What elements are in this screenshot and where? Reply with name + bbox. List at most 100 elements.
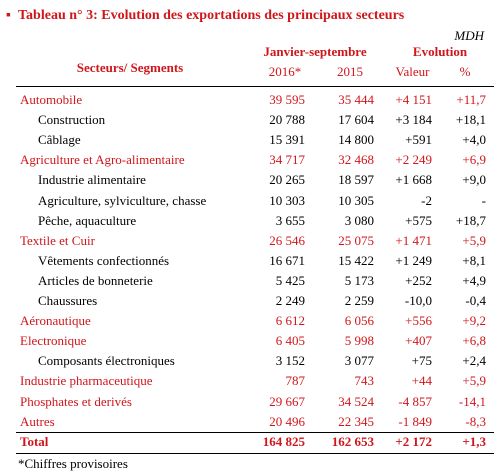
cell-value: 743	[354, 373, 375, 389]
col-pct: %	[459, 64, 471, 79]
cell-value: -	[481, 192, 486, 208]
segment-name: Industrie alimentaire	[38, 172, 146, 188]
sector-name: Industrie pharmaceutique	[20, 373, 153, 389]
cell-value: 2 249	[275, 293, 305, 308]
cell-value: -4 857	[398, 393, 432, 409]
sector-name: Textile et Cuir	[20, 232, 95, 248]
cell-value: -8,3	[465, 413, 486, 429]
cell-value: +2 172	[395, 433, 432, 449]
cell-value: 3 152	[275, 353, 305, 369]
col-sector: Secteurs/ Segments	[76, 60, 184, 75]
col-evolution: Evolution	[412, 44, 468, 59]
sector-name: Automobile	[20, 92, 83, 107]
cell-value: +556	[405, 313, 432, 329]
cell-value: 6 612	[275, 313, 305, 329]
cell-value: 15 422	[338, 252, 374, 268]
cell-value: 164 825	[262, 433, 305, 449]
cell-value: 3 080	[344, 212, 374, 228]
bottom-rule	[16, 453, 494, 454]
cell-value: +1 249	[395, 252, 432, 268]
cell-value: 39 595	[269, 92, 305, 107]
footnote: *Chiffres provisoires	[18, 456, 128, 471]
cell-value: -0,4	[465, 293, 486, 308]
segment-name: Composants électroniques	[38, 353, 175, 369]
title-bullet: ▪	[6, 8, 11, 23]
cell-value: 34 717	[269, 152, 305, 168]
cell-value: 14 800	[338, 132, 374, 148]
cell-value: 10 305	[338, 192, 374, 208]
cell-value: +4,9	[462, 272, 486, 288]
cell-value: 2 259	[344, 293, 374, 308]
header-rule	[16, 86, 494, 87]
cell-value: 20 788	[269, 112, 305, 128]
cell-value: 34 524	[338, 393, 374, 409]
segment-name: Vêtements confectionnés	[38, 252, 170, 268]
sector-name: Phosphates et derivés	[20, 393, 132, 409]
cell-value: 5 425	[275, 272, 305, 288]
segment-name: Construction	[38, 112, 106, 128]
cell-value: -10,0	[404, 293, 432, 308]
cell-value: 6 405	[275, 333, 305, 349]
segment-name: Pêche, aquaculture	[38, 212, 137, 228]
cell-value: +5,9	[462, 232, 486, 248]
cell-value: 17 604	[338, 112, 374, 128]
title: Tableau n° 3: Evolution des exportations…	[18, 8, 405, 23]
sector-name: Autres	[20, 413, 55, 429]
cell-value: +18,7	[455, 212, 486, 228]
cell-value: +6,9	[462, 152, 486, 168]
cell-value: 5 173	[344, 272, 374, 288]
cell-value: 162 653	[331, 433, 374, 449]
unit: MDH	[454, 28, 484, 43]
cell-value: 20 265	[269, 172, 305, 188]
cell-value: 18 597	[338, 172, 374, 188]
segment-name: Agriculture, sylviculture, chasse	[38, 192, 207, 208]
cell-value: +5,9	[462, 373, 486, 389]
cell-value: +252	[405, 272, 432, 288]
segment-name: Articles de bonneterie	[38, 272, 153, 288]
cell-value: +18,1	[455, 112, 486, 128]
cell-value: +2,4	[462, 353, 486, 369]
cell-value: +9,2	[462, 313, 486, 329]
segment-name: Câblage	[38, 132, 81, 148]
sector-name: Aéronautique	[20, 313, 91, 329]
cell-value: +44	[411, 373, 432, 389]
cell-value: 35 444	[338, 92, 374, 107]
cell-value: 3 077	[344, 353, 374, 369]
cell-value: +11,7	[456, 92, 486, 107]
col-2016: 2016*	[268, 64, 302, 79]
sector-name: Total	[20, 433, 49, 449]
cell-value: 20 496	[269, 413, 305, 429]
cell-value: -14,1	[458, 393, 486, 409]
sector-name: Electronique	[20, 333, 87, 349]
segment-name: Chaussures	[38, 293, 98, 308]
cell-value: +8,1	[462, 252, 486, 268]
cell-value: +591	[405, 132, 432, 148]
cell-value: 10 303	[269, 192, 305, 208]
cell-value: 5 998	[344, 333, 374, 349]
cell-value: +1,3	[462, 433, 486, 449]
cell-value: +1 668	[395, 172, 432, 188]
cell-value: -2	[421, 192, 432, 208]
cell-value: 6 056	[344, 313, 374, 329]
cell-value: +4,0	[462, 132, 486, 148]
cell-value: 25 075	[338, 232, 374, 248]
cell-value: +1 471	[395, 232, 432, 248]
cell-value: 26 546	[269, 232, 305, 248]
cell-value: +3 184	[395, 112, 432, 128]
cell-value: +2 249	[395, 152, 432, 168]
col-2015: 2015	[337, 64, 363, 79]
cell-value: 29 667	[269, 393, 305, 409]
cell-value: 32 468	[338, 152, 374, 168]
cell-value: 3 655	[275, 212, 305, 228]
cell-value: +407	[405, 333, 432, 349]
cell-value: 22 345	[338, 413, 374, 429]
cell-value: -1 849	[398, 413, 432, 429]
cell-value: +6,8	[462, 333, 486, 349]
cell-value: 787	[285, 373, 306, 389]
cell-value: 16 671	[269, 252, 305, 268]
total-rule	[16, 432, 494, 433]
cell-value: +4 151	[395, 92, 432, 107]
cell-value: +9,0	[462, 172, 486, 188]
col-period: Janvier-septembre	[263, 44, 367, 59]
cell-value: +575	[405, 212, 432, 228]
